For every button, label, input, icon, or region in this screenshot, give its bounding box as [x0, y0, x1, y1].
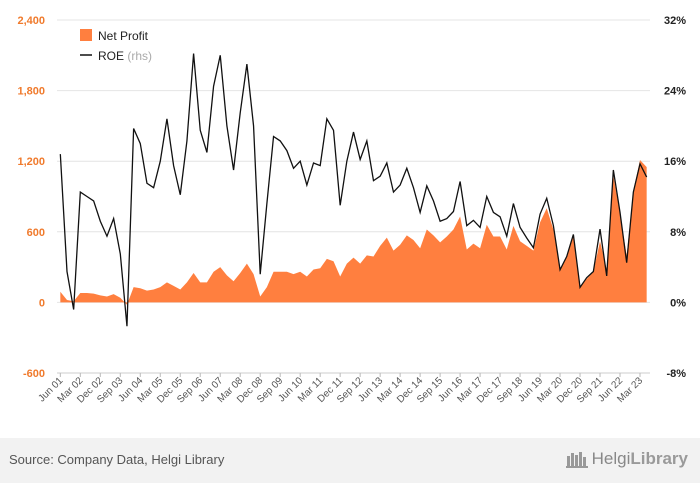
legend-label-roe-suffix: (rhs) — [127, 49, 152, 63]
y-right-tick-label: 16% — [664, 156, 686, 168]
legend-swatch-net-profit — [80, 29, 92, 41]
net-profit-area — [60, 160, 647, 305]
y-right-tick-label: 24% — [664, 86, 686, 98]
source-note: Source: Company Data, Helgi Library — [9, 452, 225, 467]
legend: Net Profit ROE (rhs) — [80, 29, 152, 63]
y-left-tick-label: 1,800 — [17, 86, 45, 98]
library-icon — [565, 452, 588, 468]
chart: -600 0 600 1,200 1,800 2,400 -8% 0% 8% 16% 24% 32%… — [17, 15, 686, 406]
y-left-tick-label: 1,200 — [17, 156, 45, 168]
legend-label-roe-name: ROE — [98, 49, 124, 63]
y-left-tick-label: 2,400 — [17, 15, 45, 27]
roe-line-layer — [59, 53, 648, 327]
y-left-tick-label: -600 — [23, 368, 45, 380]
brand-name-part1: Helgi — [591, 449, 631, 468]
legend-label-roe: ROE (rhs) — [98, 49, 152, 63]
y-right-tick-label: -8% — [666, 368, 686, 380]
roe-line — [59, 53, 648, 327]
legend-label-net-profit: Net Profit — [98, 29, 149, 43]
brand-name-part2: Library — [630, 449, 688, 468]
brand-logo: Helgi Library — [565, 449, 688, 469]
y-right-tick-label: 32% — [664, 15, 686, 27]
y-axis-left: -600 0 600 1,200 1,800 2,400 — [17, 15, 45, 380]
y-right-tick-label: 0% — [670, 297, 686, 309]
y-right-tick-label: 8% — [670, 227, 686, 239]
net-profit-area-layer — [60, 160, 647, 305]
y-left-tick-label: 600 — [27, 227, 45, 239]
gridlines — [57, 19, 650, 374]
y-left-tick-label: 0 — [39, 297, 45, 309]
y-axis-right: -8% 0% 8% 16% 24% 32% — [664, 15, 686, 380]
footer: Source: Company Data, Helgi Library Helg… — [0, 438, 700, 483]
